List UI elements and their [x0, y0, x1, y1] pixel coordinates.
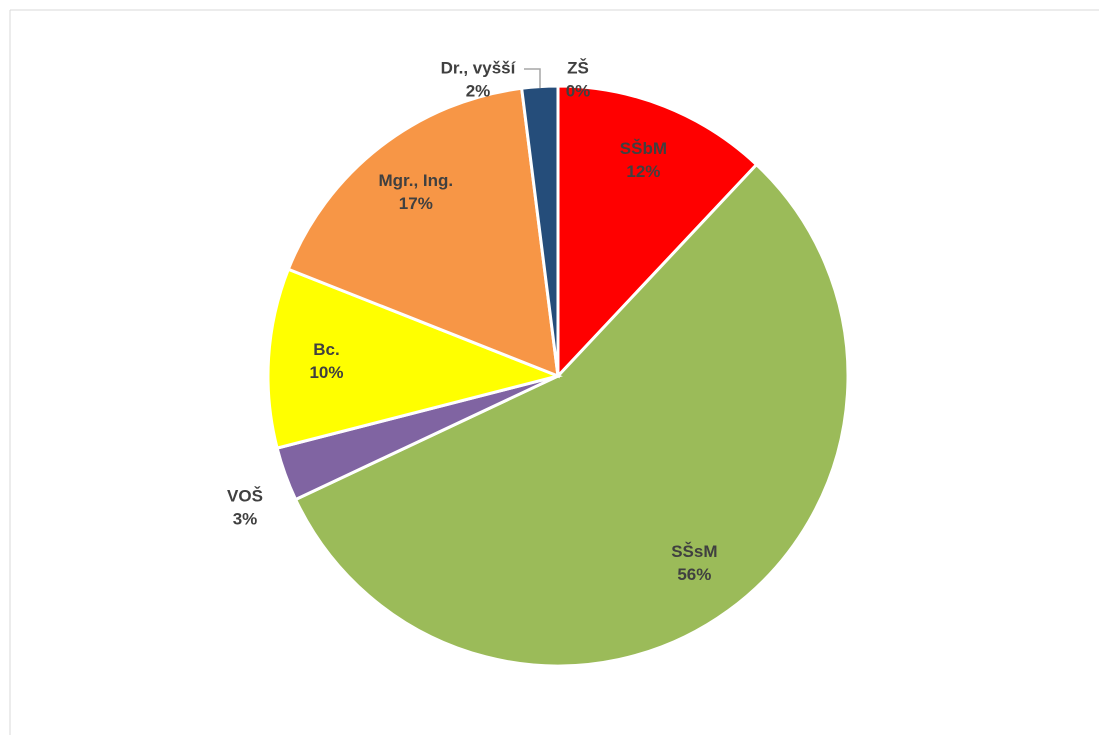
slice-name: VOŠ: [227, 486, 263, 505]
slice-value-label: 10%: [309, 363, 343, 382]
pie-slice: [556, 84, 759, 380]
slice-name: ZŠ: [567, 58, 589, 77]
slice-name: SŠsM: [671, 542, 717, 561]
slice-value-label: 3%: [233, 509, 258, 528]
leader-line: [524, 68, 541, 88]
slice-name: Mgr., Ing.: [379, 171, 454, 190]
slice-value-label: 12%: [626, 162, 660, 181]
slice-value-label: 17%: [399, 194, 433, 213]
pie-slice: [293, 162, 850, 668]
slice-name: Bc.: [313, 340, 339, 359]
slice-value-label: 2%: [466, 81, 491, 100]
pie-slice: [286, 86, 560, 379]
slice-name: Dr., vyšší: [441, 58, 517, 77]
slice-name: SŠbM: [620, 139, 667, 158]
slice-value-label: 0%: [566, 81, 591, 100]
pie-slice: [266, 267, 563, 450]
slice-value-label: 56%: [677, 565, 711, 584]
